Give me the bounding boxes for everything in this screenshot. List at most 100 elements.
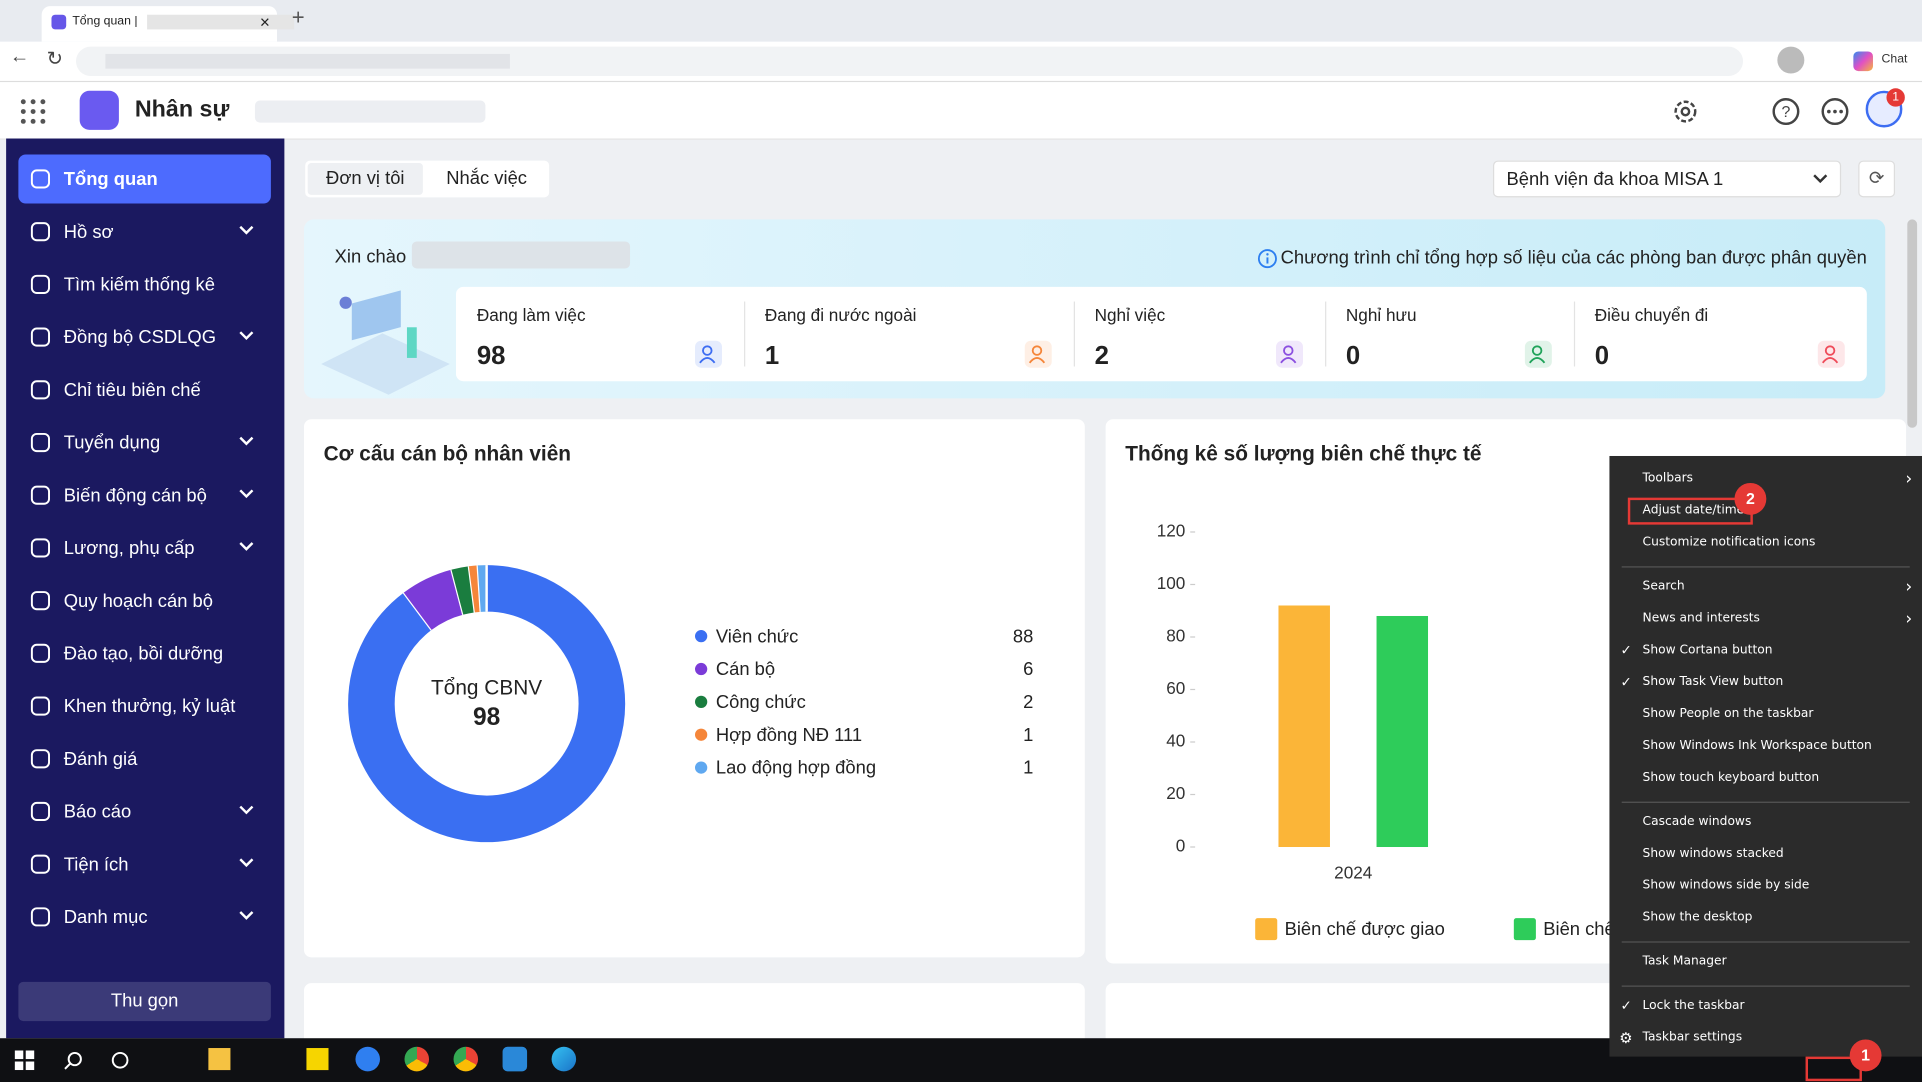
sticky-icon[interactable] — [306, 1048, 329, 1071]
sidebar-item[interactable]: Tuyển dụng — [18, 418, 271, 467]
menu-item[interactable]: Task Manager — [1609, 948, 1922, 977]
chat-label[interactable]: Chat — [1881, 52, 1908, 67]
tab[interactable]: Nhắc việc — [446, 167, 527, 189]
help-icon[interactable]: ? — [1771, 97, 1800, 126]
notification-badge: 1 — [1886, 88, 1905, 107]
blurred-text — [147, 14, 295, 30]
sidebar-label: Biến động cán bộ — [63, 484, 207, 506]
profile-avatar[interactable] — [1777, 46, 1805, 74]
explorer-icon[interactable] — [208, 1048, 231, 1071]
sidebar-label: Báo cáo — [63, 801, 132, 822]
menu-item[interactable]: Lock the taskbar ✓ — [1609, 992, 1922, 1021]
menu-item[interactable]: News and interests › — [1609, 604, 1922, 633]
sidebar-item[interactable]: Đào tạo, bồi dưỡng — [18, 629, 271, 678]
start-button[interactable] — [14, 1050, 35, 1071]
donut-segment — [348, 565, 626, 843]
edge-icon[interactable] — [551, 1046, 577, 1072]
menu-item[interactable]: Toolbars › — [1609, 465, 1922, 494]
unit-select[interactable]: Bệnh viện đa khoa MISA 1 — [1492, 160, 1842, 198]
app-name: Nhân sự — [134, 96, 230, 123]
chevron-shape — [239, 542, 254, 551]
chrome-icon[interactable] — [453, 1046, 479, 1072]
close-tab[interactable]: × — [259, 12, 270, 32]
copilot-icon[interactable] — [1853, 51, 1873, 72]
bar — [1278, 605, 1330, 848]
menu-item[interactable]: Show People on the taskbar — [1609, 700, 1922, 729]
check-mark: ✓ — [1620, 674, 1632, 691]
app-icon[interactable] — [502, 1046, 528, 1072]
stat-icon-glyph — [1028, 345, 1046, 364]
icon-head — [1531, 345, 1543, 356]
refresh-button[interactable]: ⟳ — [1858, 160, 1896, 198]
search-button[interactable] — [64, 1050, 84, 1070]
menu-label: Show Windows Ink Workspace button — [1642, 739, 1872, 753]
sidebar-icon — [30, 643, 51, 663]
sidebar-item[interactable]: Tiện ích — [18, 840, 271, 889]
scrollbar — [1907, 219, 1918, 428]
sidebar-icon — [30, 274, 51, 294]
icon-shape — [30, 643, 51, 663]
menu-item[interactable]: Show touch keyboard button — [1609, 764, 1922, 793]
chevron-shape — [239, 331, 254, 341]
sidebar-item[interactable]: Quy hoạch cán bộ — [18, 576, 271, 625]
zalo-icon[interactable] — [355, 1046, 380, 1072]
collapse-button[interactable]: Thu gọn — [18, 981, 271, 1022]
sidebar-item[interactable]: Biến động cán bộ — [18, 471, 271, 520]
banner-illustration — [321, 290, 450, 395]
sidebar-item[interactable]: Báo cáo — [18, 787, 271, 836]
menu-item[interactable]: Search › — [1609, 572, 1922, 601]
reload-button[interactable]: ↻ — [46, 49, 64, 70]
browser-tab[interactable]: Tổng quan | × — [41, 6, 295, 42]
sidebar-item[interactable]: Khen thưởng, kỷ luật — [18, 682, 271, 731]
icon-shape — [30, 696, 51, 716]
legend-swatch — [1513, 918, 1536, 941]
legend-value: 88 — [1013, 625, 1033, 646]
stat-icon — [1524, 340, 1552, 368]
menu-item[interactable]: Show the desktop — [1609, 903, 1922, 932]
icon-body — [699, 357, 716, 364]
menu-item[interactable]: Show Windows Ink Workspace button — [1609, 732, 1922, 761]
more-icon[interactable] — [1820, 97, 1849, 126]
legend-dot — [695, 761, 708, 774]
back-button[interactable]: ← — [9, 46, 30, 68]
app-launcher[interactable] — [20, 98, 47, 125]
chevron-shape — [239, 489, 254, 499]
menu-item[interactable]: Customize notification icons — [1609, 528, 1922, 557]
tab[interactable]: Đơn vị tôi — [307, 163, 423, 195]
menu-item[interactable]: Show Cortana button ✓ — [1609, 636, 1922, 665]
sidebar-item[interactable]: Danh mục — [18, 892, 271, 941]
sidebar-item[interactable]: Tìm kiếm thống kê — [18, 260, 271, 309]
cortana-button[interactable] — [110, 1050, 130, 1070]
y-tick-label: 60 — [1166, 678, 1185, 698]
menu-item[interactable]: Show Task View button ✓ — [1609, 668, 1922, 697]
chart-title: Thống kê số lượng biên chế thực tế — [1125, 442, 1482, 465]
sidebar-label: Đào tạo, bồi dưỡng — [63, 642, 224, 664]
chevron — [239, 858, 254, 868]
icon-body — [1280, 357, 1297, 364]
tab-bar — [0, 0, 1922, 42]
settings-icon[interactable] — [1671, 97, 1700, 126]
sidebar-label: Đồng bộ CSDLQG — [63, 326, 217, 348]
sidebar-item[interactable]: Tổng quan — [18, 154, 271, 204]
svg-text:?: ? — [1782, 104, 1791, 121]
sidebar-icon — [30, 696, 51, 716]
menu-item[interactable]: Show windows side by side — [1609, 872, 1922, 901]
sidebar-item[interactable]: Đánh giá — [18, 734, 271, 783]
sidebar-item[interactable]: Lương, phụ cấp — [18, 523, 271, 572]
icon-shape — [30, 854, 51, 874]
new-tab[interactable]: + — [291, 4, 305, 30]
unit-select-value: Bệnh viện đa khoa MISA 1 — [1506, 169, 1724, 190]
stat-icon — [1817, 340, 1845, 368]
sidebar-item[interactable]: Hồ sơ — [18, 207, 271, 256]
stat-label: Nghỉ việc — [1094, 305, 1166, 325]
sidebar-label: Lương, phụ cấp — [63, 537, 195, 559]
stat-divider — [1325, 301, 1327, 367]
menu-item[interactable]: Show windows stacked — [1609, 840, 1922, 869]
menu-item[interactable]: Cascade windows — [1609, 808, 1922, 837]
chrome-icon[interactable] — [404, 1046, 430, 1072]
sidebar-item[interactable]: Chỉ tiêu biên chế — [18, 365, 271, 414]
legend-label: Viên chức — [716, 625, 798, 646]
sidebar-item[interactable]: Đồng bộ CSDLQG — [18, 313, 271, 362]
address-bar[interactable] — [75, 46, 1744, 76]
menu-item[interactable]: Taskbar settings ⚙ — [1609, 1024, 1922, 1053]
